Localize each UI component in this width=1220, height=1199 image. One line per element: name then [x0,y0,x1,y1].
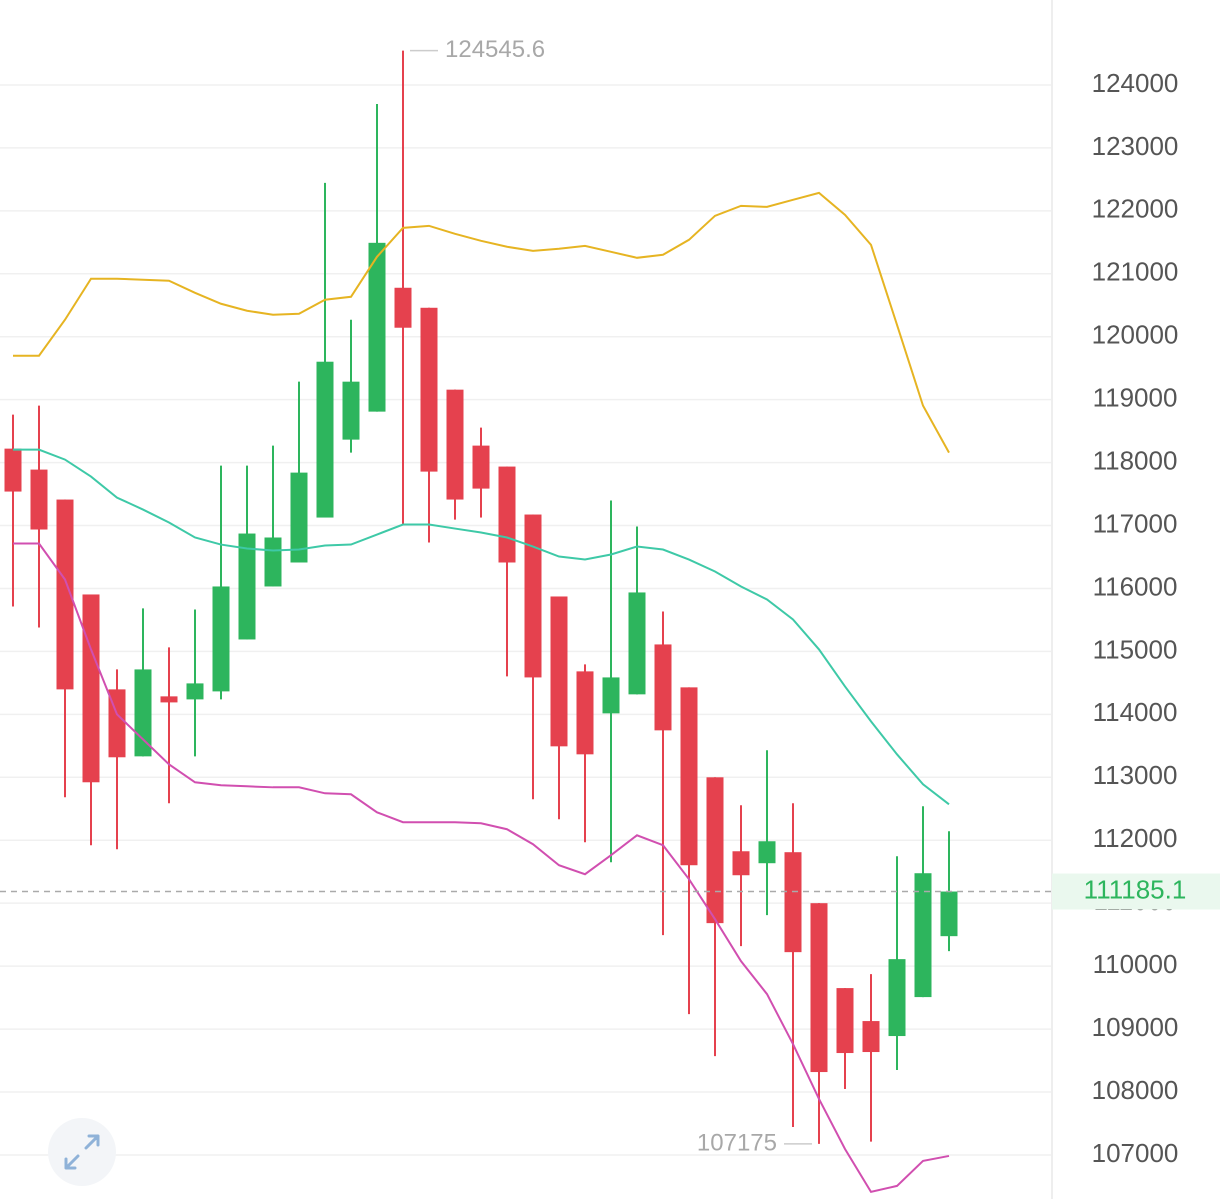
candle-body [316,361,334,518]
y-tick-label: 110000 [1093,949,1178,979]
y-tick-label: 109000 [1092,1012,1179,1042]
candle-body [56,499,74,690]
candle-body [394,287,412,328]
candle-body [524,514,542,678]
y-tick-label: 107000 [1092,1138,1179,1168]
candle-body [4,448,22,492]
candle-body [888,959,906,1037]
candle-body [940,891,958,937]
last-price-label: 111185.1 [1084,874,1187,904]
y-tick-label: 118000 [1093,445,1178,475]
candle-body [212,586,230,692]
band-line [13,191,950,454]
y-tick-label: 123000 [1092,131,1179,161]
expand-button[interactable] [48,1118,116,1186]
y-tick-label: 113000 [1093,760,1178,790]
candle-body [446,389,464,500]
y-tick-label: 117000 [1093,508,1178,538]
candle-body [758,841,776,864]
candle-body [628,592,646,695]
y-tick-label: 119000 [1093,383,1178,413]
candle-body [342,381,360,440]
candle-body [264,537,282,587]
candle-body [472,445,490,489]
candle-body [836,988,854,1054]
band-line [13,448,950,806]
candle-body [82,594,100,783]
candle-body [186,683,204,700]
y-tick-label: 115000 [1093,634,1178,664]
y-tick-label: 124000 [1092,68,1179,98]
candle-body [654,644,672,731]
candle-body [784,852,802,953]
candle-body [810,903,828,1073]
candle-body [914,873,932,998]
candle-body [420,307,438,472]
candle-body [160,696,178,703]
candle-body [602,677,620,714]
candle-body [680,687,698,866]
max-label: 124545.6 [445,36,545,63]
candle-body [706,777,724,924]
candle-body [290,472,308,563]
y-tick-label: 122000 [1092,194,1179,224]
y-tick-label: 108000 [1092,1075,1179,1105]
y-tick-label: 114000 [1093,697,1178,727]
candle-body [134,669,152,757]
min-label: 107175 [697,1129,777,1156]
candle-body [732,851,750,876]
candle-body [862,1021,880,1053]
grid [0,84,1220,1156]
band-line [13,542,950,1194]
candle-body [576,671,594,755]
y-tick-label: 116000 [1093,571,1178,601]
candle-body [498,466,516,563]
y-tick-label: 120000 [1092,320,1179,350]
y-tick-label: 121000 [1092,257,1179,287]
overlay: 124545.6 107175 111185.1 [0,36,1220,1156]
candle-body [368,242,386,412]
marks: 1070001080001090001100001110001120001130… [4,50,1179,1194]
axis-panel [1052,0,1220,1199]
candle-body [550,596,568,747]
y-tick-label: 112000 [1093,823,1178,853]
candle-body [30,469,48,530]
last-price-box [1052,873,1220,910]
candle-body [238,533,256,640]
